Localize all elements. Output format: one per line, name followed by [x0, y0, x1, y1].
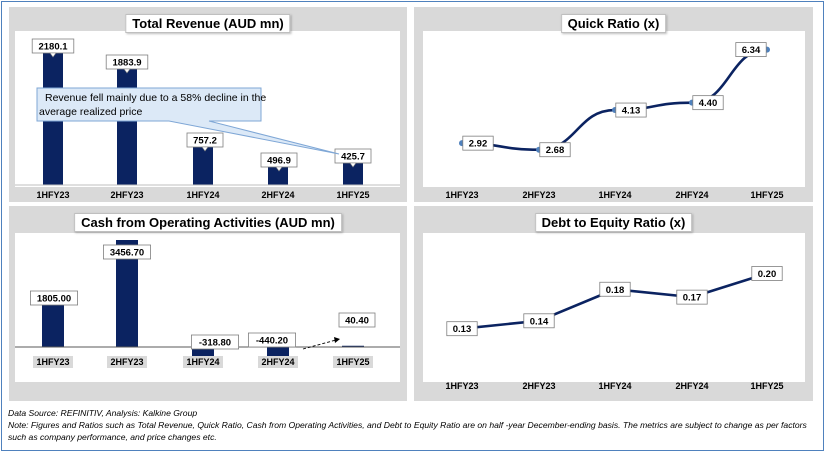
- quick-ratio-chart-title: Quick Ratio (x): [560, 14, 667, 33]
- cash-ops-data-label: 40.40: [338, 312, 376, 328]
- debt-equity-data-label: 0.13: [446, 321, 478, 337]
- revenue-callout-box: [36, 87, 340, 155]
- debt-equity-data-label: 0.20: [751, 266, 783, 281]
- cash-ops-xlabel-bg: [33, 356, 73, 368]
- debt-equity-x-tick-label: 2HFY23: [522, 381, 555, 391]
- svg-text:0.13: 0.13: [453, 324, 472, 335]
- svg-text:0.18: 0.18: [606, 285, 625, 296]
- quick-ratio-chart: 2.92 2.68 4.13 4.40 6.34 1HFY23 2HFY23 1HFY24 2H…: [445, 42, 784, 200]
- quick-ratio-x-tick-label: 1HFY23: [445, 190, 478, 200]
- revenue-data-label-pointer: [275, 166, 283, 172]
- revenue-panel: Total Revenue (AUD mn) 2180.1 1883.9 757.2…: [9, 7, 407, 202]
- cash-ops-data-label: -318.80: [190, 334, 239, 350]
- revenue-x-tick-label: 2HFY24: [261, 190, 294, 200]
- cash-ops-x-tick-label: 2HFY24: [261, 357, 294, 367]
- cash-ops-chart-title: Cash from Operating Activities (AUD mn): [74, 213, 342, 232]
- quick-ratio-data-label: 2.92: [462, 135, 494, 151]
- debt-equity-plot-area: [423, 233, 805, 382]
- svg-text:0.20: 0.20: [758, 269, 777, 280]
- cash-ops-xlabel-bg: [258, 356, 298, 368]
- svg-text:2180.1: 2180.1: [38, 42, 68, 53]
- svg-text:0.14: 0.14: [530, 316, 549, 327]
- cash-ops-panel: Cash from Operating Activities (AUD mn) …: [9, 206, 407, 401]
- revenue-x-tick-label: 2HFY23: [110, 190, 143, 200]
- debt-equity-x-tick-label: 1HFY23: [445, 381, 478, 391]
- cash-ops-bar: [116, 240, 138, 347]
- revenue-bar: [117, 67, 137, 185]
- svg-text:-440.20: -440.20: [256, 336, 288, 347]
- cash-ops-data-label: 1805.00: [29, 290, 79, 306]
- cash-ops-chart: 1805.00 3456.70 -318.80 -440.20 40.40 1HFY23 2…: [15, 240, 400, 368]
- revenue-data-label: 496.9: [260, 152, 298, 168]
- debt-equity-data-label: 0.18: [599, 281, 631, 297]
- cash-ops-xlabel-bg: [333, 356, 373, 368]
- cash-ops-x-tick-label: 1HFY23: [36, 357, 69, 367]
- cash-ops-xlabel-bg: [183, 356, 223, 368]
- cash-ops-trend-arrow: [302, 339, 337, 350]
- cash-ops-trend-arrowhead: [334, 337, 340, 343]
- quick-ratio-x-tick-label: 2HFY24: [675, 190, 708, 200]
- revenue-data-label-pointer: [49, 52, 57, 58]
- note-text: Note: Figures and Ratios such as Total R…: [8, 420, 807, 442]
- revenue-callout-line1: Revenue fell mainly due to a 58% decline…: [45, 92, 266, 104]
- cash-ops-x-tick-label: 2HFY23: [110, 357, 143, 367]
- svg-text:0.17: 0.17: [683, 293, 702, 304]
- quick-ratio-data-label: 4.13: [615, 102, 647, 118]
- revenue-data-label-pointer: [123, 68, 131, 74]
- svg-text:-318.80: -318.80: [199, 338, 231, 349]
- svg-text:3456.70: 3456.70: [110, 248, 144, 259]
- revenue-callout-line2: average realized price: [39, 106, 142, 118]
- quick-ratio-x-tick-label: 1HFY24: [598, 190, 631, 200]
- cash-ops-data-label: 3456.70: [103, 244, 152, 260]
- revenue-x-tick-label: 1HFY24: [186, 190, 219, 200]
- quick-ratio-data-label: 2.68: [539, 142, 571, 158]
- svg-text:40.40: 40.40: [345, 316, 369, 327]
- revenue-data-label: 425.7: [334, 148, 372, 164]
- cash-ops-bar: [192, 347, 214, 357]
- debt-equity-x-tick-label: 1HFY24: [598, 381, 631, 391]
- debt-equity-chart-title: Debt to Equity Ratio (x): [534, 213, 693, 232]
- debt-equity-panel: Debt to Equity Ratio (x) 0.13 0.14 0.18 0.1…: [414, 206, 813, 401]
- cash-ops-x-tick-label: 1HFY25: [336, 357, 369, 367]
- revenue-bar: [343, 158, 363, 185]
- svg-text:6.34: 6.34: [742, 45, 761, 56]
- revenue-chart-title: Total Revenue (AUD mn): [125, 14, 291, 33]
- revenue-chart: 2180.1 1883.9 757.2 496.9 425.7 Revenue fell …: [15, 38, 400, 200]
- cash-ops-data-label: -440.20: [247, 332, 296, 348]
- svg-text:496.9: 496.9: [267, 156, 291, 167]
- quick-ratio-panel: Quick Ratio (x) 2.92 2.68 4.13 4.40 6.34 1HFY…: [414, 7, 813, 202]
- quick-ratio-x-tick-label: 2HFY23: [522, 190, 555, 200]
- cash-ops-x-tick-label: 1HFY24: [186, 357, 219, 367]
- revenue-x-tick-label: 1HFY25: [336, 190, 369, 200]
- revenue-bar: [193, 137, 213, 185]
- svg-text:4.40: 4.40: [699, 98, 718, 109]
- debt-equity-x-tick-label: 1HFY25: [750, 381, 783, 391]
- revenue-data-label: 2180.1: [31, 38, 75, 54]
- svg-text:2.68: 2.68: [546, 145, 565, 156]
- quick-ratio-data-label: 4.40: [692, 95, 724, 111]
- revenue-data-label: 1883.9: [105, 54, 149, 70]
- debt-equity-data-label: 0.14: [523, 313, 555, 329]
- debt-equity-line: [461, 272, 768, 330]
- cash-ops-bar: [342, 345, 364, 347]
- svg-text:425.7: 425.7: [341, 152, 365, 163]
- svg-text:1805.00: 1805.00: [37, 294, 71, 305]
- svg-text:2.92: 2.92: [469, 139, 488, 150]
- debt-equity-x-tick-label: 2HFY24: [675, 381, 708, 391]
- debt-equity-data-label: 0.17: [676, 289, 708, 305]
- revenue-x-tick-label: 1HFY23: [36, 190, 69, 200]
- svg-text:1883.9: 1883.9: [112, 58, 141, 69]
- debt-equity-chart: 0.13 0.14 0.18 0.17 0.20 1HFY23 2HFY23 1HFY24 2H…: [445, 266, 784, 391]
- cash-ops-xlabel-bg: [107, 356, 147, 368]
- revenue-data-label-pointer: [349, 162, 357, 168]
- data-source-text: Data Source: REFINITIV, Analysis: Kalkin…: [8, 408, 198, 418]
- quick-ratio-x-tick-label: 1HFY25: [750, 190, 783, 200]
- quick-ratio-data-label: 6.34: [735, 42, 767, 57]
- footer-notes: Data Source: REFINITIV, Analysis: Kalkin…: [8, 407, 808, 443]
- revenue-data-label-pointer: [201, 146, 209, 152]
- revenue-data-label: 757.2: [186, 132, 224, 148]
- svg-text:757.2: 757.2: [193, 136, 217, 147]
- svg-text:4.13: 4.13: [622, 106, 641, 117]
